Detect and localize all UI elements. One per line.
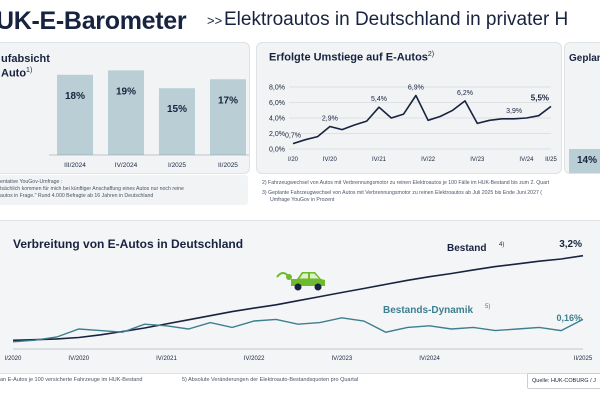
title-separator: >>	[207, 13, 223, 28]
y-tick-label: 4,0%	[269, 116, 285, 123]
series-line	[292, 94, 552, 145]
bar-value-label: 19%	[116, 86, 136, 97]
x-tick-label: IV/2021	[156, 356, 177, 362]
bar	[57, 74, 93, 155]
spread-panel: Verbreitung von E-Autos in Deutschland B…	[0, 220, 600, 374]
footnote-4: an E-Autos je 100 versicherte Fahrzeuge …	[0, 377, 143, 383]
series-name-sup: 4)	[499, 242, 504, 248]
data-label: 5,5%	[531, 93, 549, 102]
y-tick-label: 8,0%	[269, 85, 285, 92]
x-tick-label: IV/20	[323, 157, 338, 163]
car-plug-icon	[276, 272, 325, 291]
spread-line-chart: Bestand 4) Bestands-Dynamik 5) 3,2% 0,16% I/20…	[5, 239, 593, 362]
x-tick-label: III/2024	[64, 162, 86, 169]
bar-value-label: 18%	[65, 91, 85, 102]
bar	[108, 70, 144, 155]
x-tick-label: IV/23	[470, 157, 485, 163]
data-label: 2,9%	[322, 116, 338, 123]
source-label: Quelle: HUK-COBURG / J	[527, 373, 600, 389]
purchase-footnote-box	[0, 175, 248, 205]
series-line-bestand	[12, 254, 584, 342]
x-tick-label: IV/21	[372, 157, 387, 163]
x-tick-label: IV/2024	[115, 162, 138, 169]
y-tick-label: 2,0%	[269, 131, 285, 138]
x-tick-label: II/25	[545, 157, 557, 163]
y-tick-label: 6,0%	[269, 100, 285, 107]
footnote-1-line3: autos in Frage." Rund 4.000 Befragte ab …	[0, 193, 154, 199]
data-label: 6,2%	[457, 90, 473, 97]
planned-panel: Geplant 14%	[564, 42, 600, 174]
purchase-intention-panel: ufabsicht Auto1) 18% III/2024 19% IV/2024 15…	[0, 42, 250, 174]
end-label-dynamik: 0,16%	[556, 313, 582, 323]
purchase-panel-title-line1: ufabsicht	[1, 53, 50, 65]
x-tick-label: II/2025	[218, 162, 238, 169]
footnote-3-line1: 3) Geplante Fahrzeugwechsel von Autos mi…	[262, 190, 543, 196]
x-tick-label: IV/2020	[68, 356, 89, 362]
switch-panel-title: Erfolgte Umstiege auf E-Autos2)	[269, 51, 434, 64]
x-tick-label: IV/2022	[244, 356, 265, 362]
purchase-panel-title-line2: Auto1)	[1, 67, 32, 80]
x-tick-label: I/2025	[168, 162, 186, 169]
planned-bar-label: 14%	[577, 155, 598, 166]
bar-value-label: 17%	[218, 95, 238, 106]
planned-panel-title: Geplant	[569, 53, 600, 64]
x-tick-label: IV/22	[421, 157, 436, 163]
series-name-bestand: Bestand	[447, 243, 486, 254]
data-label: 3,9%	[506, 108, 522, 115]
purchase-panel-title-sup: 1)	[26, 67, 33, 74]
bar-value-label: 15%	[167, 104, 187, 115]
bar	[210, 79, 246, 155]
footnote-5: 5) Absolute Veränderungen der Elektroaut…	[182, 377, 359, 383]
series-line-dynamik	[12, 317, 584, 343]
y-tick-label: 0,0%	[269, 147, 285, 154]
footnote-3-line2: Umfrage YouGov in Prozent	[270, 197, 335, 203]
switch-panel-title-text: Erfolgte Umstiege auf E-Autos	[269, 51, 428, 64]
switch-panel-title-sup: 2)	[427, 51, 435, 58]
footnote-1-line1: entative YouGov-Umfrage :	[0, 179, 63, 185]
x-tick-label: IV/2023	[332, 356, 353, 362]
x-tick-label: IV/24	[519, 157, 534, 163]
purchase-bar-chart: 18% III/2024 19% IV/2024 15% I/2025 17% II/2025	[49, 70, 249, 169]
x-tick-label: IV/2024	[419, 356, 440, 362]
data-label: 6,9%	[408, 85, 424, 92]
bar	[159, 88, 195, 155]
end-label-bestand: 3,2%	[559, 239, 582, 250]
planned-bar	[569, 149, 600, 173]
page-subtitle: Elektroautos in Deutschland in privater …	[224, 9, 569, 30]
footnote-2: 2) Fahrzeugwechsel von Autos mit Verbren…	[262, 180, 550, 186]
x-tick-label: II/2025	[574, 356, 593, 362]
purchase-panel-title-text: Auto	[1, 67, 27, 80]
page-title: UK-E-Barometer	[0, 7, 187, 35]
series-name-dynamik: Bestands-Dynamik	[383, 305, 473, 316]
x-tick-label: I/20	[288, 157, 299, 163]
data-label: 5,4%	[371, 96, 387, 103]
header: UK-E-Barometer >> Elektroautos in Deutsc…	[0, 0, 600, 40]
spread-panel-title: Verbreitung von E-Autos in Deutschland	[13, 237, 244, 251]
series-name-sup: 5)	[485, 304, 490, 310]
data-label: 0,7%	[285, 133, 301, 140]
switch-line-chart: 0,0% 2,0% 4,0% 6,0% 8,0% I/20 IV/20 IV/21 IV/22 I…	[269, 85, 557, 164]
footnote-1-line2: tsächlich kommen für mich bei künftiger …	[0, 186, 184, 192]
switch-panel: Erfolgte Umstiege auf E-Autos2) 0,0% 2,0%…	[256, 42, 562, 174]
x-tick-label: I/2020	[5, 356, 22, 362]
